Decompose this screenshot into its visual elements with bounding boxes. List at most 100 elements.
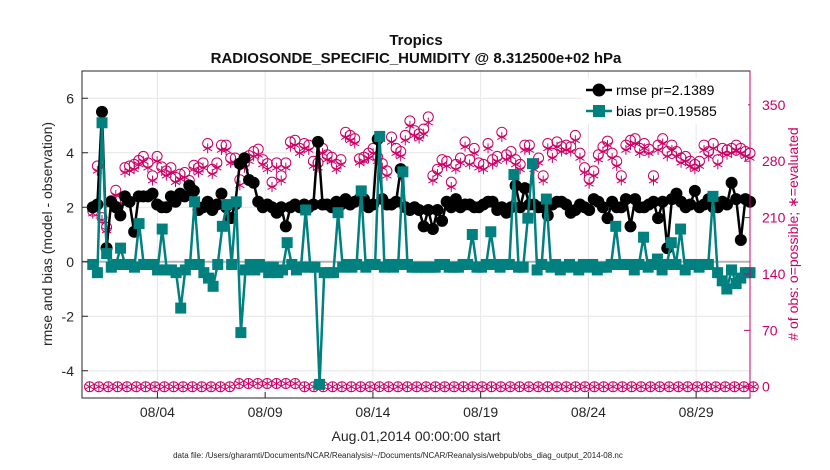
obs-evaluated-low-stroke — [542, 383, 553, 390]
obs-evaluated-marker — [428, 175, 438, 186]
obs-evaluated-low-marker — [561, 381, 572, 392]
footnote: data file: /Users/gharamti/Documents/NCA… — [173, 451, 623, 460]
obs-evaluated-low-stroke — [664, 383, 674, 390]
obs-evaluated-low-marker — [374, 381, 385, 392]
obs-evaluated-stroke — [460, 143, 470, 150]
legend-rmse-marker — [592, 83, 606, 97]
rmse-point — [91, 198, 104, 211]
bias-point — [115, 242, 127, 254]
obs-evaluated-stroke — [455, 159, 466, 166]
bias-point — [725, 264, 737, 276]
right-tick-label: 280 — [762, 153, 786, 169]
obs-evaluated-low-stroke — [496, 383, 506, 390]
obs-evaluated-marker — [304, 144, 314, 155]
obs-evaluated-stroke — [331, 166, 342, 173]
obs-evaluated-marker — [276, 175, 286, 186]
obs-evaluated-marker — [634, 148, 645, 159]
obs-evaluated-low-stroke — [393, 383, 403, 390]
obs-evaluated-low-marker — [552, 381, 562, 392]
obs-evaluated-marker — [400, 135, 411, 146]
bias-point — [207, 280, 219, 292]
obs-evaluated-marker — [570, 135, 581, 146]
bias-point — [651, 253, 663, 265]
obs-evaluated-low-stroke — [739, 383, 749, 390]
obs-evaluated-low-marker — [729, 381, 740, 392]
obs-evaluated-low-stroke — [514, 383, 525, 390]
obs-evaluated-marker — [575, 152, 585, 163]
obs-evaluated-stroke — [423, 119, 434, 126]
obs-evaluated-stroke — [690, 166, 700, 173]
obs-evaluated-stroke — [657, 140, 668, 147]
right-tick-label: 210 — [762, 210, 786, 226]
obs-evaluated-low-stroke — [299, 383, 310, 390]
obs-evaluated-stroke — [386, 138, 397, 145]
obs-evaluated-low-marker — [477, 381, 487, 392]
rmse-point — [187, 184, 200, 197]
obs-evaluated-stroke — [354, 159, 365, 166]
obs-evaluated-low-stroke — [374, 383, 385, 390]
bias-point — [281, 237, 293, 249]
obs-evaluated-stroke — [708, 145, 718, 152]
obs-evaluated-marker — [432, 169, 443, 180]
obs-evaluated-stroke — [395, 153, 406, 160]
obs-evaluated-stroke — [359, 158, 369, 165]
obs-evaluated-stroke — [133, 161, 144, 168]
bias-point — [665, 237, 677, 249]
bias-point — [332, 207, 344, 219]
bias-point — [128, 261, 140, 273]
obs-evaluated-low-marker — [486, 381, 497, 392]
obs-evaluated-low-marker — [402, 381, 413, 392]
bias-point — [466, 229, 478, 240]
obs-evaluated-low-marker — [346, 381, 357, 392]
obs-evaluated-low-stroke — [477, 383, 487, 390]
obs-evaluated-low-stroke — [196, 383, 207, 390]
rmse-point — [417, 220, 430, 233]
rmse-point — [275, 201, 288, 214]
rmse-point — [178, 190, 191, 203]
bias-point — [202, 272, 214, 284]
bias-point — [462, 258, 474, 270]
x-axis-label: Aug.01,2014 00:00:00 start — [332, 428, 501, 444]
obs-evaluated-stroke — [129, 166, 139, 173]
obs-evaluated-marker — [621, 144, 631, 155]
bias-point — [392, 258, 404, 270]
obs-evaluated-low-marker — [299, 381, 310, 392]
obs-evaluated-low-marker — [262, 378, 272, 389]
obs-evaluated-low-stroke — [468, 383, 478, 390]
obs-evaluated-low-stroke — [243, 380, 254, 387]
obs-evaluated-low-marker — [542, 381, 553, 392]
obs-evaluated-low-marker — [580, 381, 590, 392]
obs-evaluated-marker — [395, 151, 406, 162]
obs-evaluated-low-stroke — [112, 383, 123, 390]
obs-evaluated-low-marker — [84, 381, 95, 392]
bias-point — [212, 258, 224, 270]
bias-point — [536, 258, 548, 270]
obs-evaluated-low-marker — [683, 381, 693, 392]
obs-evaluated-low-marker — [365, 381, 375, 392]
obs-evaluated-stroke — [611, 163, 622, 169]
obs-evaluated-marker — [657, 138, 668, 149]
obs-evaluated-stroke — [382, 172, 392, 179]
obs-evaluated-marker — [262, 164, 273, 175]
obs-evaluated-stroke — [616, 177, 627, 184]
obs-evaluated-stroke — [363, 155, 374, 161]
obs-evaluated-low-marker — [178, 381, 188, 392]
x-axis: 08/04 08/09 08/14 08/19 08/24 08/29 — [140, 392, 714, 420]
bias-point — [369, 258, 381, 270]
bias-point — [540, 193, 552, 205]
obs-evaluated-stroke — [437, 161, 447, 168]
obs-evaluated-stroke — [170, 179, 181, 186]
obs-evaluated-low-marker — [281, 378, 291, 389]
obs-evaluated-low-stroke — [636, 383, 646, 390]
bias-point — [661, 258, 673, 270]
obs-evaluated-low-stroke — [337, 383, 347, 390]
right-axis: 0 70 140 210 280 350 — [744, 71, 786, 398]
obs-evaluated-low-marker — [645, 381, 656, 392]
bias-point — [480, 258, 492, 270]
rmse-point — [413, 203, 426, 216]
bias-point — [110, 258, 122, 270]
obs-evaluated-low-stroke — [589, 383, 600, 390]
obs-evaluated-low-marker — [112, 381, 123, 392]
x-tick-label: 08/09 — [248, 404, 283, 420]
